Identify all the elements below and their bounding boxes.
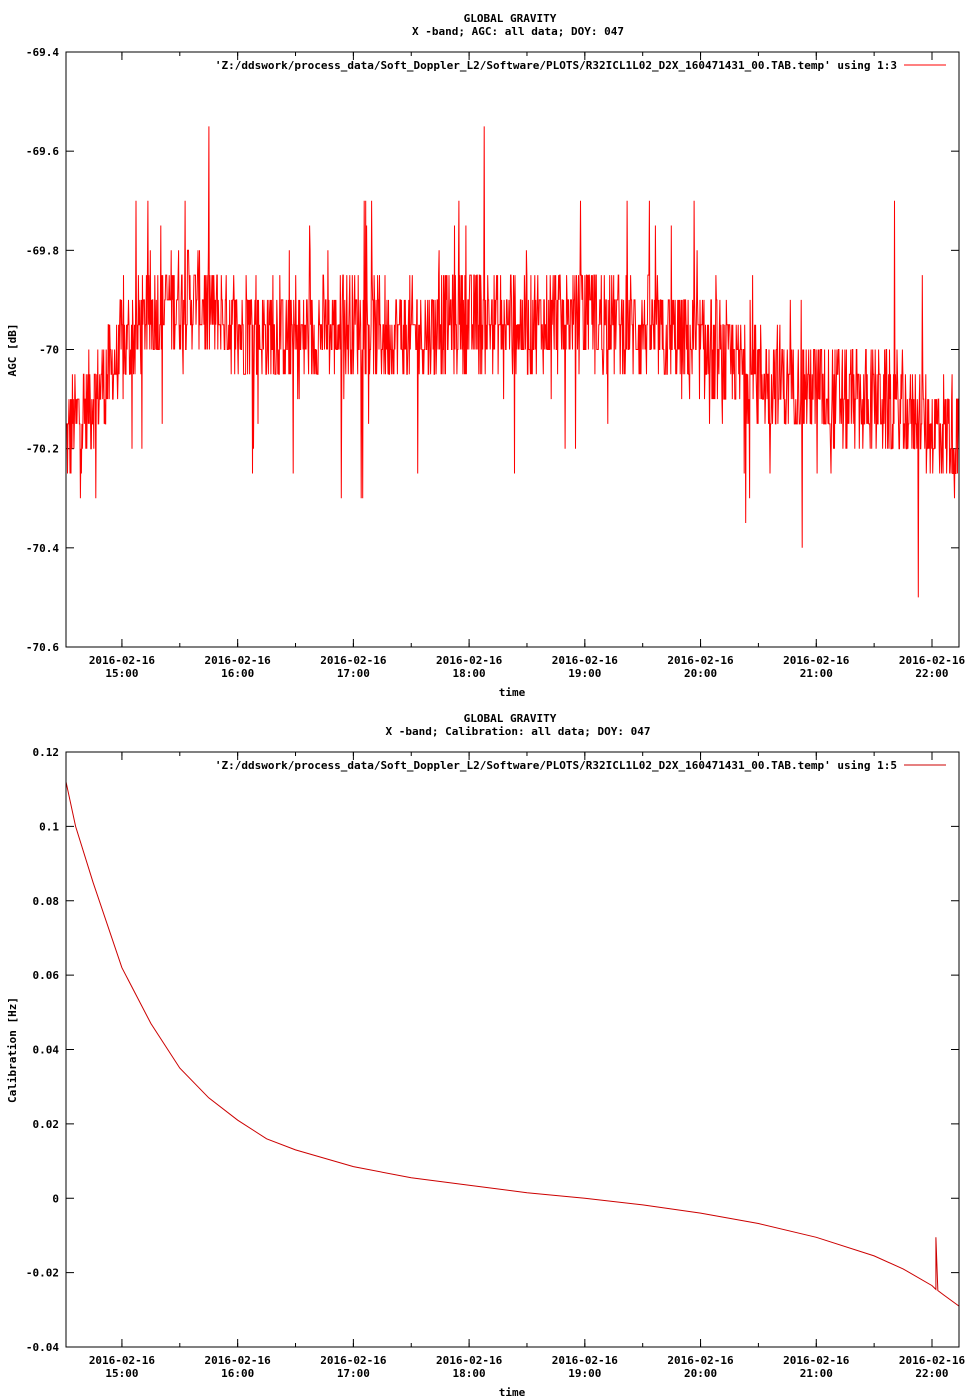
- agc-series-line: [66, 126, 960, 598]
- agc-x-tick-time: 16:00: [221, 667, 254, 680]
- agc-y-tick-label: -69.4: [26, 46, 59, 59]
- calibration-x-tick-date: 2016-02-16: [205, 1354, 272, 1367]
- agc-chart-subtitle: X -band; AGC: all data; DOY: 047: [412, 25, 624, 38]
- agc-x-tick-time: 21:00: [800, 667, 833, 680]
- calibration-chart-legend: 'Z:/ddswork/process_data/Soft_Doppler_L2…: [215, 759, 897, 772]
- calibration-y-tick-label: 0.1: [39, 820, 59, 833]
- agc-x-tick-time: 18:00: [453, 667, 486, 680]
- agc-x-tick-date: 2016-02-16: [436, 654, 503, 667]
- calibration-x-tick-time: 16:00: [221, 1367, 254, 1380]
- agc-y-tick-label: -70.2: [26, 443, 59, 456]
- agc-chart-legend: 'Z:/ddswork/process_data/Soft_Doppler_L2…: [215, 59, 897, 72]
- agc-x-tick-time: 17:00: [337, 667, 370, 680]
- agc-y-axis-label: AGC [dB]: [6, 324, 19, 377]
- agc-x-tick-date: 2016-02-16: [667, 654, 734, 667]
- calibration-chart-subtitle: X -band; Calibration: all data; DOY: 047: [386, 725, 651, 738]
- agc-x-tick-date: 2016-02-16: [783, 654, 850, 667]
- calibration-y-tick-label: 0.12: [33, 746, 60, 759]
- calibration-x-tick-date: 2016-02-16: [899, 1354, 966, 1367]
- calibration-y-tick-label: 0.04: [33, 1044, 60, 1057]
- calibration-x-tick-time: 22:00: [915, 1367, 948, 1380]
- calibration-x-tick-date: 2016-02-16: [320, 1354, 387, 1367]
- agc-y-tick-label: -69.8: [26, 244, 59, 257]
- calibration-y-tick-label: 0.08: [33, 895, 60, 908]
- agc-y-tick-label: -69.6: [26, 145, 59, 158]
- calibration-x-tick-time: 15:00: [105, 1367, 138, 1380]
- agc-x-tick-time: 19:00: [568, 667, 601, 680]
- agc-chart: GLOBAL GRAVITY X -band; AGC: all data; D…: [6, 12, 965, 699]
- calibration-x-tick-date: 2016-02-16: [552, 1354, 619, 1367]
- agc-x-tick-time: 15:00: [105, 667, 138, 680]
- agc-y-tick-label: -70.4: [26, 542, 59, 555]
- calibration-x-tick-time: 18:00: [453, 1367, 486, 1380]
- calibration-y-tick-label: -0.02: [26, 1267, 59, 1280]
- agc-x-tick-date: 2016-02-16: [89, 654, 156, 667]
- agc-y-tick-label: -70: [39, 344, 59, 357]
- calibration-x-tick-date: 2016-02-16: [89, 1354, 156, 1367]
- agc-plot-frame: [65, 51, 960, 648]
- agc-x-axis-label: time: [499, 686, 526, 699]
- calibration-y-tick-label: 0.02: [33, 1118, 60, 1131]
- agc-x-tick-date: 2016-02-16: [552, 654, 619, 667]
- calibration-x-tick-time: 17:00: [337, 1367, 370, 1380]
- agc-x-tick-date: 2016-02-16: [899, 654, 966, 667]
- calibration-x-tick-date: 2016-02-16: [436, 1354, 503, 1367]
- agc-x-tick-date: 2016-02-16: [320, 654, 387, 667]
- agc-x-tick-date: 2016-02-16: [205, 654, 272, 667]
- agc-x-tick-time: 22:00: [915, 667, 948, 680]
- calibration-x-tick-time: 21:00: [800, 1367, 833, 1380]
- calibration-x-tick-date: 2016-02-16: [783, 1354, 850, 1367]
- calibration-x-axis-label: time: [499, 1386, 526, 1399]
- calibration-chart-title: GLOBAL GRAVITY: [464, 712, 557, 725]
- agc-y-tick-label: -70.6: [26, 641, 59, 654]
- calibration-series-line: [65, 781, 960, 1307]
- calibration-y-tick-label: 0.06: [33, 969, 60, 982]
- calibration-x-tick-time: 20:00: [684, 1367, 717, 1380]
- calibration-axes: 0.12 0.1 0.08 0.06 0.04 0.02 0 -0.02 -0.04 2016-0…: [26, 746, 966, 1380]
- calibration-x-tick-time: 19:00: [568, 1367, 601, 1380]
- agc-x-tick-time: 20:00: [684, 667, 717, 680]
- calibration-plot-frame: [65, 751, 960, 1348]
- calibration-chart: GLOBAL GRAVITY X -band; Calibration: all…: [6, 712, 965, 1399]
- calibration-y-tick-label: -0.04: [26, 1341, 59, 1354]
- agc-axes: -69.4 -69.6 -69.8 -70 -70.2 -70.4 -70.6 2016-02…: [26, 46, 966, 680]
- calibration-x-tick-date: 2016-02-16: [667, 1354, 734, 1367]
- calibration-y-axis-label: Calibration [Hz]: [6, 997, 19, 1103]
- calibration-y-tick-label: 0: [52, 1192, 59, 1205]
- agc-chart-title: GLOBAL GRAVITY: [464, 12, 557, 25]
